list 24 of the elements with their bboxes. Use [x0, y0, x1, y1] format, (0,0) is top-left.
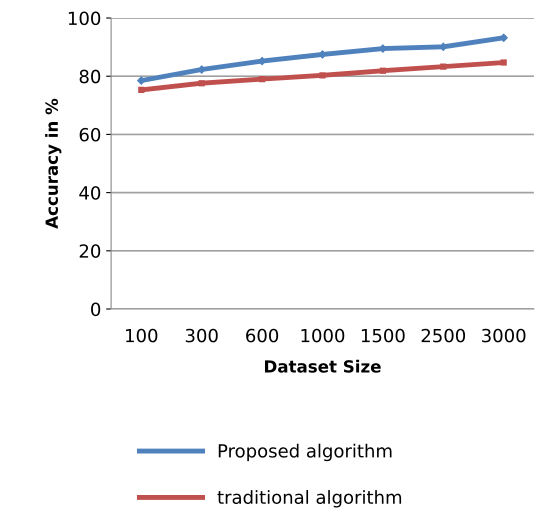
point — [319, 72, 326, 78]
x-tick-label: 100 — [126, 328, 158, 342]
x-tick-label: 300 — [186, 328, 218, 342]
legend-label: Proposed algorithm — [218, 444, 392, 462]
x-tick-label: 3000 — [482, 328, 526, 342]
point — [380, 68, 386, 74]
x-tick-label: 1000 — [302, 328, 344, 342]
x-tick-label: 600 — [246, 328, 278, 342]
x-tick-label: 2500 — [422, 328, 466, 342]
y-tick-label: 0 — [91, 302, 100, 316]
y-tick-label: 60 — [80, 128, 100, 142]
point — [138, 86, 144, 94]
point — [440, 63, 446, 70]
y-tick-label: 20 — [80, 244, 100, 258]
y-axis-title: Accuracy in % — [45, 98, 62, 229]
legend-label: traditional algorithm — [218, 490, 402, 508]
y-tick-label: 80 — [80, 70, 100, 84]
y-tick-label: 100 — [68, 11, 100, 26]
point — [258, 76, 266, 82]
y-tick-label: 40 — [79, 186, 100, 200]
point — [198, 80, 205, 86]
x-axis-title: Dataset Size — [265, 360, 381, 373]
point — [500, 59, 507, 66]
x-tick-label: 1500 — [362, 328, 405, 342]
